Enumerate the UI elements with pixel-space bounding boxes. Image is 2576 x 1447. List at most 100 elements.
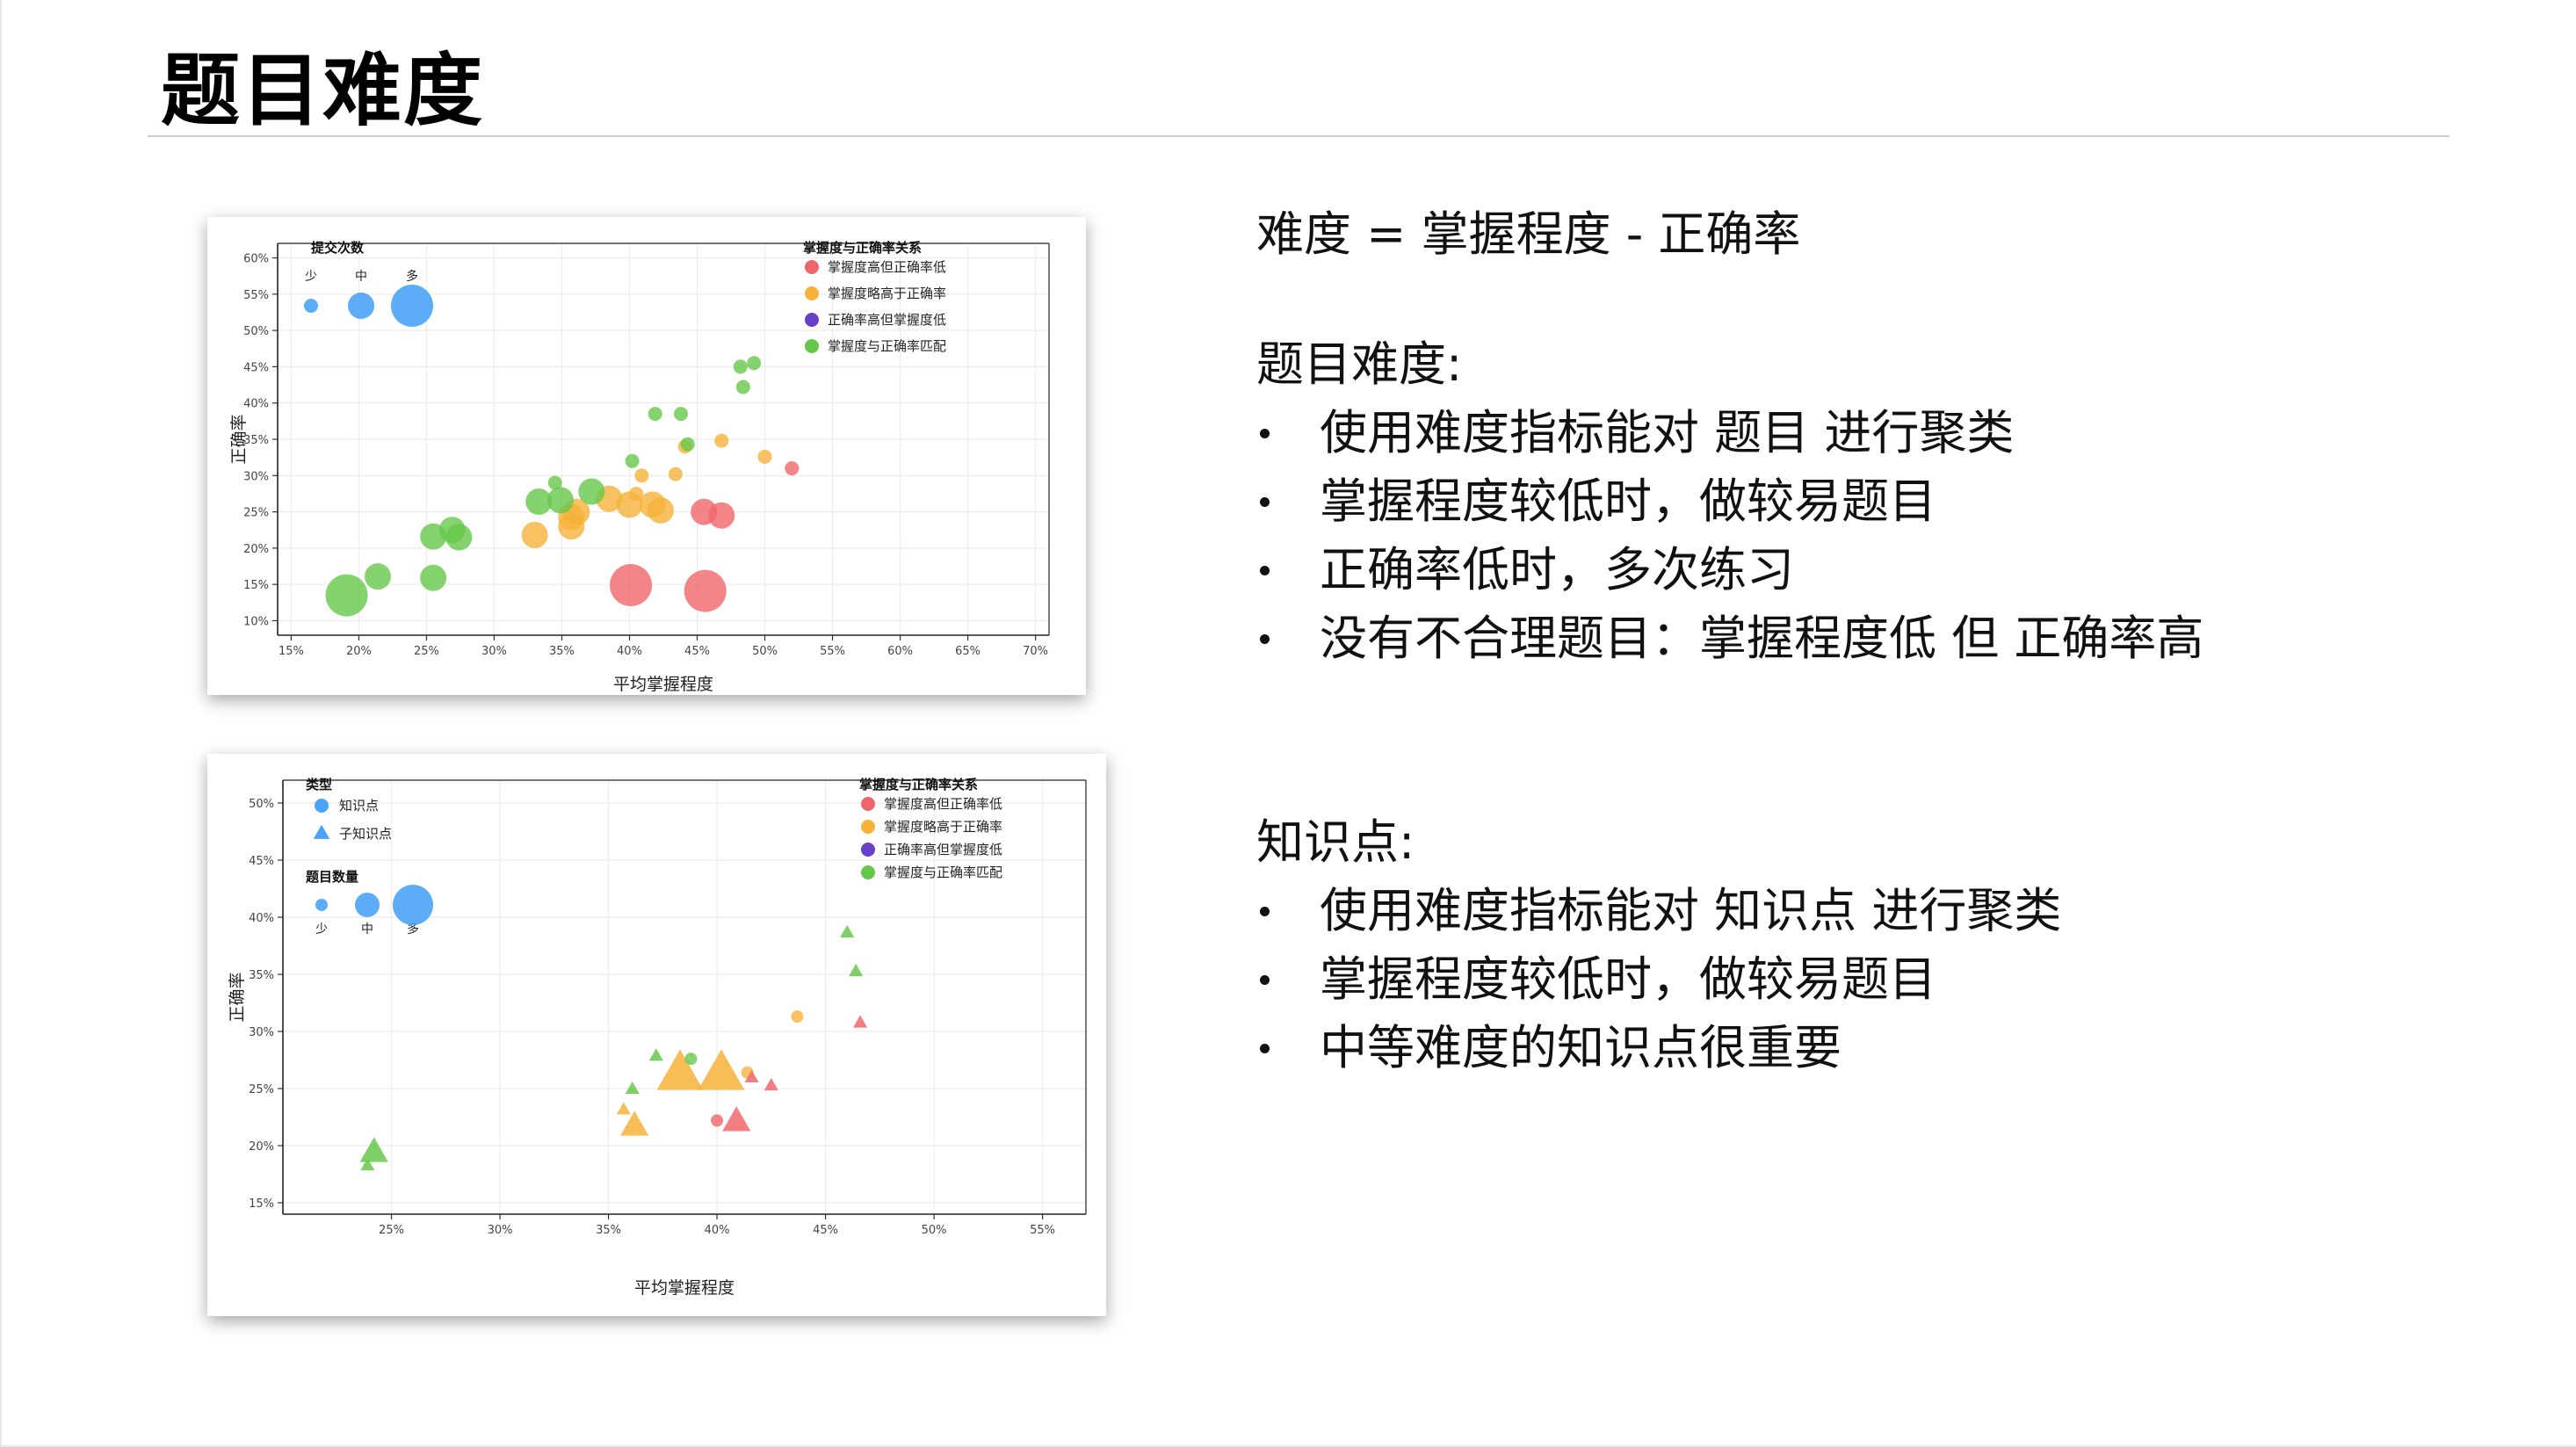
y-tick-label: 40%	[249, 912, 274, 925]
color-legend-swatch	[805, 339, 819, 353]
knowledge-heading: 知识点:	[1256, 814, 1415, 870]
x-tick-label: 30%	[481, 645, 507, 658]
size-legend-marker	[315, 899, 328, 911]
size-legend-marker	[355, 893, 380, 917]
x-tick-label: 35%	[596, 1224, 621, 1237]
data-point-triangle	[648, 1048, 663, 1061]
data-point	[684, 569, 727, 612]
chart-card-knowledge: 25% 30% 35% 40% 45% 50% 55% 15% 20% 25% 30% 35% 40% 4…	[207, 754, 1106, 1316]
data-point	[647, 496, 674, 524]
bullet-item: 正确率低时，多次练习	[1256, 536, 2203, 604]
bullet-dot-icon	[1260, 429, 1270, 438]
data-point-triangle	[722, 1106, 751, 1132]
data-point	[364, 563, 391, 590]
data-point	[735, 380, 750, 394]
bullet-item: 使用难度指标能对 题目 进行聚类	[1256, 399, 2203, 467]
y-tick-label: 45%	[249, 855, 274, 868]
shape-legend-label: 子知识点	[339, 826, 392, 842]
chart-questions: 15% 20% 25% 30% 35% 40% 45% 50% 55% 60% 65% 70% 10% 1…	[229, 240, 1050, 694]
x-axis-label: 平均掌握程度	[634, 1278, 734, 1298]
bullet-text: 使用难度指标能对 题目 进行聚类	[1320, 405, 2015, 460]
data-point	[546, 487, 574, 514]
y-axis-label: 正确率	[229, 414, 249, 464]
x-tick-label: 30%	[488, 1224, 513, 1237]
formula-block: 难度 = 掌握程度 - 正确率	[1256, 200, 1800, 269]
data-point	[674, 407, 689, 422]
data-point-triangle	[656, 1049, 704, 1090]
data-point	[708, 502, 735, 529]
bullet-dot-icon	[1260, 907, 1270, 916]
data-point	[634, 468, 649, 483]
x-tick-label: 15%	[279, 645, 304, 658]
size-legend-label: 中	[361, 922, 373, 937]
data-point-triangle	[625, 1081, 640, 1095]
data-point	[629, 486, 644, 501]
x-tick-label: 35%	[549, 645, 575, 658]
size-legend-label: 少	[315, 922, 328, 937]
x-axis-label: 平均掌握程度	[613, 675, 713, 694]
data-point-triangle	[744, 1069, 759, 1083]
knowledge-bullet-list: 使用难度指标能对 知识点 进行聚类 掌握程度较低时，做较易题目 中等难度的知识点…	[1256, 877, 2061, 1082]
x-tick-label: 25%	[379, 1224, 404, 1237]
color-legend-swatch	[805, 260, 819, 274]
difficulty-formula: 难度 = 掌握程度 - 正确率	[1256, 206, 1801, 262]
data-point-triangle	[620, 1111, 649, 1136]
y-tick-label: 50%	[243, 325, 269, 338]
data-point	[547, 475, 562, 490]
y-tick-label: 45%	[243, 361, 269, 374]
data-point	[757, 449, 772, 464]
x-tick-label: 20%	[346, 645, 372, 658]
y-tick-label: 20%	[249, 1140, 274, 1154]
bullet-item: 掌握程度较低时，做较易题目	[1256, 467, 2203, 536]
slide-title: 题目难度	[161, 45, 484, 137]
color-legend-swatch	[861, 865, 875, 879]
size-legend-marker	[393, 885, 433, 925]
x-tick-label: 55%	[820, 645, 845, 658]
data-point	[648, 407, 662, 422]
x-tick-label: 50%	[922, 1224, 947, 1237]
data-point	[610, 564, 653, 607]
bullet-item: 使用难度指标能对 知识点 进行聚类	[1256, 877, 2061, 945]
data-point	[791, 1010, 804, 1024]
color-legend-swatch	[805, 286, 819, 300]
y-axis-label: 正确率	[228, 972, 247, 1022]
data-point	[521, 522, 548, 549]
color-legend-label: 掌握度略高于正确率	[884, 819, 1002, 835]
data-point	[684, 1053, 698, 1066]
y-tick-label: 25%	[249, 1083, 274, 1096]
x-tick-label: 70%	[1023, 645, 1048, 658]
bullet-text: 使用难度指标能对 知识点 进行聚类	[1320, 883, 2062, 938]
color-legend-swatch	[861, 820, 875, 834]
y-tick-label: 20%	[243, 543, 269, 556]
data-point	[578, 478, 605, 505]
data-point-triangle	[853, 1015, 868, 1028]
bullet-item: 掌握程度较低时，做较易题目	[1256, 945, 2061, 1014]
color-legend-label: 掌握度略高于正确率	[828, 286, 946, 301]
data-point	[714, 433, 729, 448]
knowledge-section: 知识点: 使用难度指标能对 知识点 进行聚类 掌握程度较低时，做较易题目 中等难…	[1256, 808, 2061, 1082]
x-tick-label: 65%	[955, 645, 980, 658]
data-point	[325, 574, 368, 617]
data-point-triangle	[359, 1137, 388, 1162]
color-legend-label: 掌握度与正确率匹配	[884, 865, 1002, 880]
data-point	[445, 524, 473, 551]
data-point-triangle	[849, 964, 864, 977]
x-tick-label: 55%	[1030, 1224, 1055, 1237]
size-legend-label: 少	[305, 270, 317, 284]
y-tick-label: 50%	[249, 798, 274, 811]
x-tick-label: 40%	[705, 1224, 730, 1237]
x-tick-label: 25%	[414, 645, 439, 658]
size-legend-label: 多	[407, 922, 419, 937]
bullet-dot-icon	[1260, 975, 1270, 985]
bullet-text: 掌握程度较低时，做较易题目	[1320, 474, 1936, 529]
size-legend-label: 多	[406, 269, 418, 284]
data-point	[733, 359, 748, 374]
size-legend-title: 提交次数	[311, 240, 365, 256]
bullet-text: 正确率低时，多次练习	[1320, 542, 1794, 597]
data-point-triangle	[763, 1078, 778, 1091]
x-tick-label: 45%	[813, 1224, 838, 1237]
bullet-text: 没有不合理题目：掌握程度低 但 正确率高	[1320, 611, 2204, 666]
color-legend-label: 掌握度与正确率匹配	[828, 338, 946, 354]
data-point	[711, 1114, 724, 1127]
